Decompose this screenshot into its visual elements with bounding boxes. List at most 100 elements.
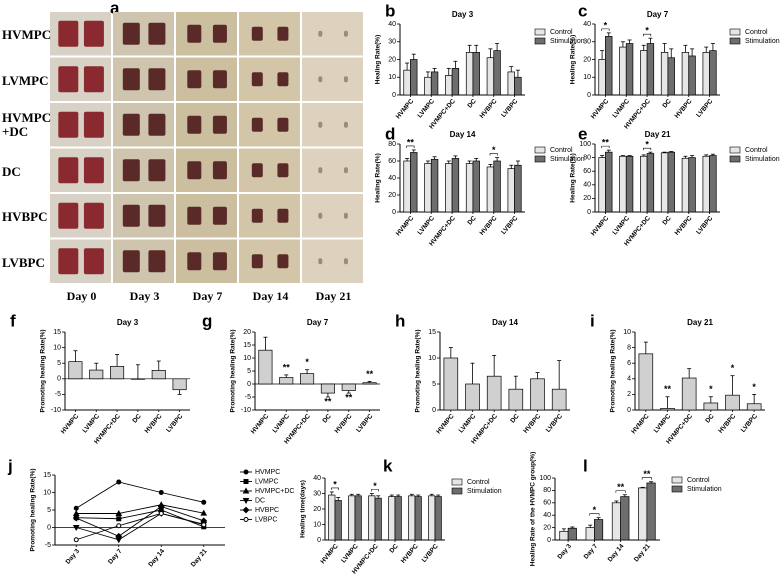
x-tick-label: Day 3 — [65, 548, 82, 566]
legend-label: Control — [745, 29, 768, 36]
legend-label: Stimulation — [550, 38, 585, 45]
bar — [410, 59, 418, 96]
bar — [465, 163, 474, 213]
x-tick-label: LVMPC — [611, 98, 631, 120]
y-tick-label: 5 — [57, 360, 61, 367]
y-tick-label: 15 — [428, 329, 436, 336]
x-tick-label: HVBPC — [334, 413, 354, 435]
photo — [239, 148, 300, 192]
significance: ** — [643, 469, 651, 479]
bar — [709, 155, 717, 213]
photo — [239, 103, 300, 147]
y-tick-label: -5 — [45, 542, 51, 549]
bar — [424, 76, 432, 96]
bar — [68, 361, 83, 380]
panel-letter: f — [10, 311, 16, 330]
legend-label: Control — [687, 477, 710, 484]
bar — [110, 365, 125, 380]
y-tick-label: 40 — [388, 21, 396, 28]
x-tick-label: HVBPC — [400, 543, 420, 565]
legend-label: HVBPC — [255, 507, 279, 514]
x-tick-label: LVBPC — [545, 413, 564, 434]
x-tick-label: LVMPC — [271, 413, 291, 435]
wound — [122, 68, 140, 91]
x-tick-label: HVMPC — [319, 543, 340, 566]
y-tick-label: -5 — [245, 394, 251, 401]
x-tick-label: Day 21 — [190, 548, 209, 569]
bar — [660, 52, 669, 96]
wound — [212, 206, 227, 225]
bar — [702, 155, 710, 213]
chart-title: Day 3 — [117, 318, 139, 327]
wound — [83, 202, 104, 229]
x-tick-label: Day 7 — [583, 543, 600, 561]
bar — [486, 166, 495, 213]
wound — [277, 117, 289, 132]
y-axis-label: Promoting healing Rate(%) — [40, 329, 47, 412]
wound — [58, 20, 79, 47]
bar — [443, 357, 459, 411]
x-tick-label: LVBPC — [355, 413, 374, 434]
bar — [414, 496, 422, 541]
bar — [619, 46, 627, 96]
row-label: LVBPC — [2, 254, 45, 270]
y-tick-label: -10 — [241, 407, 251, 414]
x-tick-label: Day 14 — [147, 548, 166, 569]
bar — [89, 369, 104, 380]
x-tick-label: DC — [466, 215, 478, 227]
photo — [239, 194, 300, 238]
panel-letter: a — [110, 0, 120, 17]
significance-bracket — [331, 487, 339, 490]
column-label: Day 3 — [129, 289, 160, 303]
y-tick-label: 60 — [583, 168, 591, 175]
significance: ** — [283, 362, 291, 372]
wound — [277, 208, 289, 223]
y-tick-label: 10 — [583, 74, 591, 81]
wound — [212, 115, 227, 134]
bar — [388, 496, 396, 541]
bar — [646, 482, 656, 541]
legend-swatch — [671, 476, 683, 484]
bar — [354, 495, 362, 541]
significance-bracket — [406, 145, 415, 148]
y-tick-label: 15 — [53, 329, 61, 336]
x-tick-label: LVBPC — [695, 215, 714, 236]
x-tick-label: LVBPC — [421, 543, 440, 564]
x-tick-label: LVMPC — [81, 413, 101, 435]
bar — [551, 388, 567, 411]
y-tick-label: 10 — [623, 329, 631, 336]
panel-letter: g — [202, 311, 212, 330]
bar — [625, 43, 634, 96]
y-tick-label: 2 — [627, 391, 631, 398]
x-tick-label: LVBPC — [500, 215, 519, 236]
photo — [176, 103, 237, 147]
bar — [620, 496, 630, 541]
bar — [725, 394, 740, 411]
y-tick-label: 20 — [313, 506, 321, 513]
wound — [122, 159, 140, 182]
x-tick-label: HVBPC — [674, 98, 694, 120]
wound — [58, 66, 79, 93]
bar — [430, 158, 439, 213]
marker — [158, 490, 164, 495]
significance-bracket — [601, 145, 610, 149]
photo — [176, 12, 237, 56]
marker — [116, 479, 122, 485]
wound — [318, 212, 323, 219]
wound — [122, 22, 140, 45]
wound — [148, 204, 166, 227]
x-tick-label: Day 21 — [633, 543, 652, 564]
y-axis-label: Promoting healing Rate(%) — [415, 329, 422, 412]
legend-swatch — [729, 28, 741, 36]
row-label: DC — [2, 163, 21, 179]
wound — [212, 252, 227, 271]
y-tick-label: 30 — [388, 39, 396, 46]
line — [76, 504, 204, 514]
x-tick-label: LVBPC — [740, 413, 759, 434]
bar — [646, 153, 655, 213]
marker — [72, 514, 80, 522]
legend-swatch — [671, 485, 683, 493]
marker — [243, 469, 249, 475]
wound — [277, 254, 289, 269]
